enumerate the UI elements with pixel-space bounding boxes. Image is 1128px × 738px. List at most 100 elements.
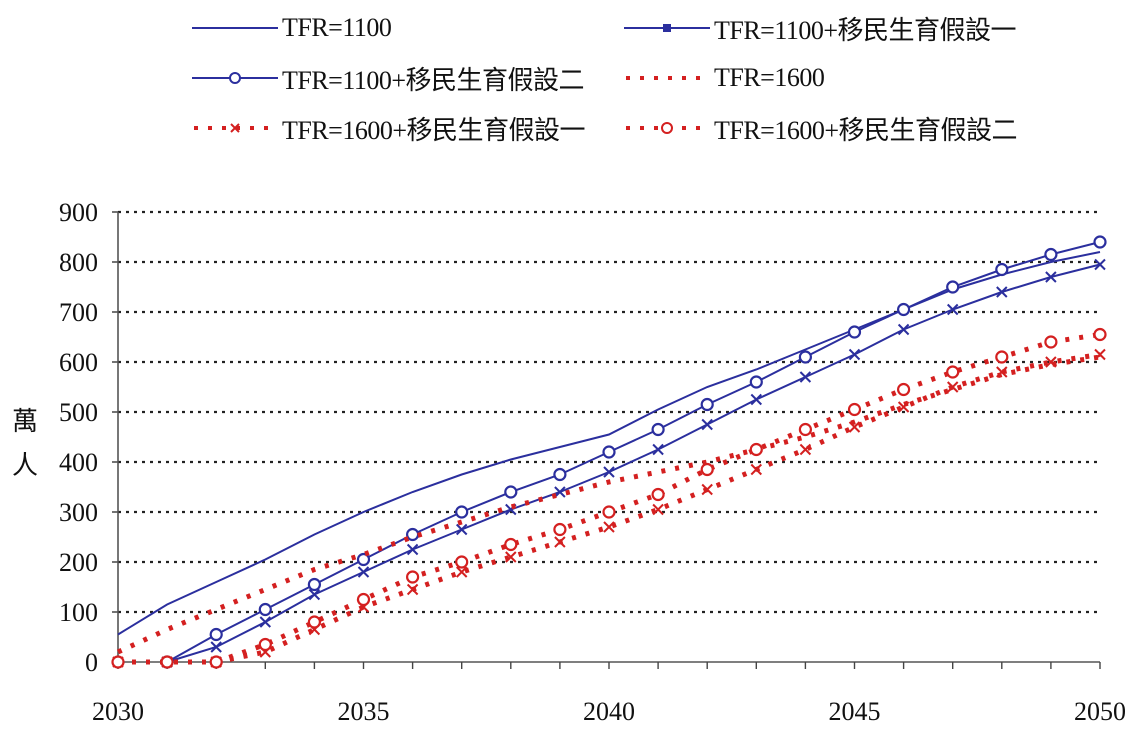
series-line-2	[166, 241, 1101, 663]
data-point-circle	[651, 422, 665, 437]
data-point-x	[210, 641, 222, 653]
legend-item-tfr1100-imm2: TFR=1100+移民生育假設二	[190, 58, 585, 98]
data-point-circle	[700, 462, 714, 477]
legend-swatch-dotted-x-icon	[194, 123, 278, 133]
data-point-x	[848, 421, 861, 433]
y-tick-label: 100	[59, 598, 98, 627]
data-point-circle	[406, 570, 420, 584]
data-point-x	[652, 443, 664, 456]
data-point-x	[799, 371, 812, 383]
legend-item-tfr1100-imm1: TFR=1100+移民生育假設一	[622, 8, 1017, 48]
data-point-x	[750, 393, 763, 406]
series-line-3	[116, 354, 1101, 655]
data-point-circle	[455, 505, 469, 519]
data-point-circle	[995, 262, 1009, 277]
legend-label: TFR=1600+移民生育假設二	[714, 115, 1018, 145]
data-point-circle	[1044, 335, 1058, 349]
data-point-circle	[356, 592, 371, 607]
y-tick-label: 200	[59, 548, 98, 577]
data-point-x	[1094, 348, 1106, 361]
data-point-x	[701, 483, 713, 496]
data-point-x	[848, 348, 861, 361]
data-point-x	[946, 381, 959, 393]
data-point-x	[897, 401, 910, 413]
legend-swatch-dotted-icon	[626, 76, 710, 80]
data-point-circle	[995, 350, 1009, 364]
data-point-x	[259, 616, 272, 628]
data-point-circle	[209, 627, 223, 642]
data-point-circle	[749, 375, 763, 389]
legend-label: TFR=1100+移民生育假設二	[282, 65, 585, 95]
data-point-x	[406, 583, 419, 596]
data-point-x	[652, 503, 664, 516]
y-tick-label: 600	[59, 348, 98, 377]
data-point-circle	[896, 382, 911, 397]
legend-swatch-line-circle-icon	[192, 72, 278, 84]
data-point-circle	[700, 397, 714, 412]
data-point-x	[996, 286, 1008, 298]
data-point-x	[308, 588, 321, 601]
data-point-x	[996, 366, 1008, 378]
data-point-circle	[209, 655, 223, 669]
legend: TFR=1100 TFR=1100+移民生育假設一 TFR=1100+移民生育假…	[190, 6, 1090, 156]
data-point-circle	[798, 350, 813, 364]
data-point-x	[897, 323, 910, 336]
data-point-circle	[258, 637, 272, 652]
data-point-circle	[602, 505, 616, 519]
data-point-x	[1045, 271, 1057, 283]
x-tick-label: 2040	[583, 697, 635, 726]
data-point-circle	[1044, 247, 1058, 262]
data-point-circle	[356, 552, 371, 567]
data-point-circle	[602, 445, 616, 459]
data-point-x	[1045, 356, 1057, 368]
y-axis-label-line-1: 萬	[11, 407, 38, 437]
x-tick-label: 2030	[92, 697, 144, 726]
x-tick-label: 2045	[829, 697, 881, 726]
legend-swatch-dotted-circle-icon	[626, 122, 710, 134]
y-tick-label: 800	[59, 248, 98, 277]
series-line-1	[166, 263, 1101, 663]
data-point-circle	[504, 485, 518, 499]
data-point-x	[505, 551, 517, 563]
data-point-x	[455, 566, 468, 578]
y-axis-label-line-2: 人	[11, 451, 38, 481]
data-point-circle	[847, 402, 862, 417]
data-point-circle	[847, 325, 862, 339]
y-tick-label: 400	[59, 448, 98, 477]
data-point-circle	[798, 422, 813, 437]
y-tick-label: 500	[59, 398, 98, 427]
data-point-x	[701, 418, 713, 431]
data-point-x	[946, 303, 959, 316]
legend-label: TFR=1600	[714, 63, 825, 92]
legend-swatch-line-square-icon	[624, 24, 710, 32]
data-point-circle	[651, 487, 665, 502]
data-point-x	[603, 521, 615, 533]
y-tick-label: 900	[59, 198, 98, 227]
data-point-x	[554, 536, 566, 548]
y-tick-label: 300	[59, 498, 98, 527]
legend-item-tfr1600-imm2: TFR=1600+移民生育假設二	[622, 108, 1018, 148]
data-point-circle	[307, 615, 321, 629]
data-point-x	[750, 463, 763, 476]
y-tick-label: 700	[59, 298, 98, 327]
legend-label: TFR=1100+移民生育假設一	[714, 15, 1017, 45]
data-point-x	[1094, 258, 1106, 271]
data-point-circle	[749, 442, 763, 457]
data-point-circle	[946, 365, 960, 379]
series-line-0	[117, 251, 1101, 636]
data-point-circle	[111, 655, 125, 669]
data-point-circle	[1093, 327, 1107, 342]
x-tick-label: 2050	[1074, 697, 1126, 726]
data-point-circle	[896, 302, 911, 317]
data-point-circle	[455, 555, 469, 569]
legend-item-tfr1600: TFR=1600	[622, 58, 825, 98]
data-point-x	[455, 523, 468, 536]
y-tick-label: 0	[85, 648, 98, 677]
data-point-circle	[504, 537, 518, 552]
legend-label: TFR=1100	[282, 13, 392, 42]
data-point-circle	[946, 280, 960, 294]
data-point-x	[554, 486, 566, 498]
x-tick-label: 2035	[338, 697, 390, 726]
data-point-x	[406, 543, 419, 556]
